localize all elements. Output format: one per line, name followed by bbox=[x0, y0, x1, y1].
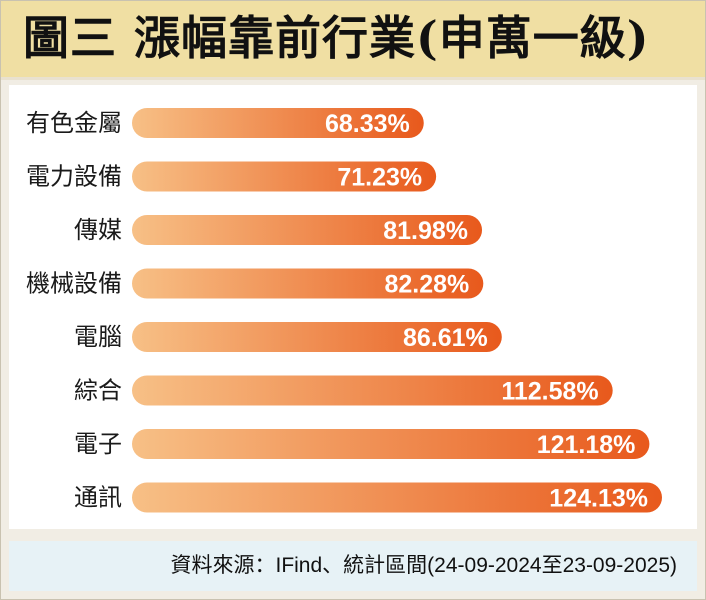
value-label: 81.98% bbox=[383, 217, 468, 245]
value-label: 71.23% bbox=[337, 164, 422, 192]
bar bbox=[132, 268, 484, 299]
source-note: 資料來源：IFind、統計區間(24-09-2024至23-09-2025) bbox=[170, 554, 677, 577]
category-label: 通訊 bbox=[74, 484, 122, 512]
title-bar: 圖三 漲幅靠前行業(申萬一級) bbox=[1, 1, 705, 80]
category-label: 電腦 bbox=[74, 323, 122, 351]
value-label: 112.58% bbox=[501, 378, 598, 406]
value-label: 121.18% bbox=[537, 431, 636, 459]
category-label: 機械設備 bbox=[26, 270, 122, 298]
value-label: 82.28% bbox=[385, 271, 470, 299]
bar bbox=[132, 429, 650, 459]
category-label: 電子 bbox=[74, 430, 122, 458]
chart-title: 圖三 漲幅靠前行業(申萬一級) bbox=[23, 11, 650, 65]
category-label: 有色金屬 bbox=[26, 109, 122, 137]
bar bbox=[132, 375, 613, 406]
category-label: 電力設備 bbox=[26, 163, 122, 191]
bar bbox=[132, 108, 424, 138]
bar bbox=[132, 215, 483, 245]
value-label: 68.33% bbox=[325, 110, 410, 138]
bar bbox=[132, 322, 502, 352]
footer-bar: 資料來源：IFind、統計區間(24-09-2024至23-09-2025) bbox=[9, 541, 697, 591]
bar bbox=[132, 482, 662, 513]
bar bbox=[132, 161, 437, 192]
bar-chart: 有色金屬 68.33% 電力設備 71.23% 傳媒 81.98% 機械設備 82.28% 電腦… bbox=[26, 108, 662, 513]
value-label: 86.61% bbox=[403, 324, 488, 352]
value-label: 124.13% bbox=[549, 485, 648, 513]
category-label: 綜合 bbox=[74, 377, 122, 405]
category-label: 傳媒 bbox=[74, 216, 122, 244]
